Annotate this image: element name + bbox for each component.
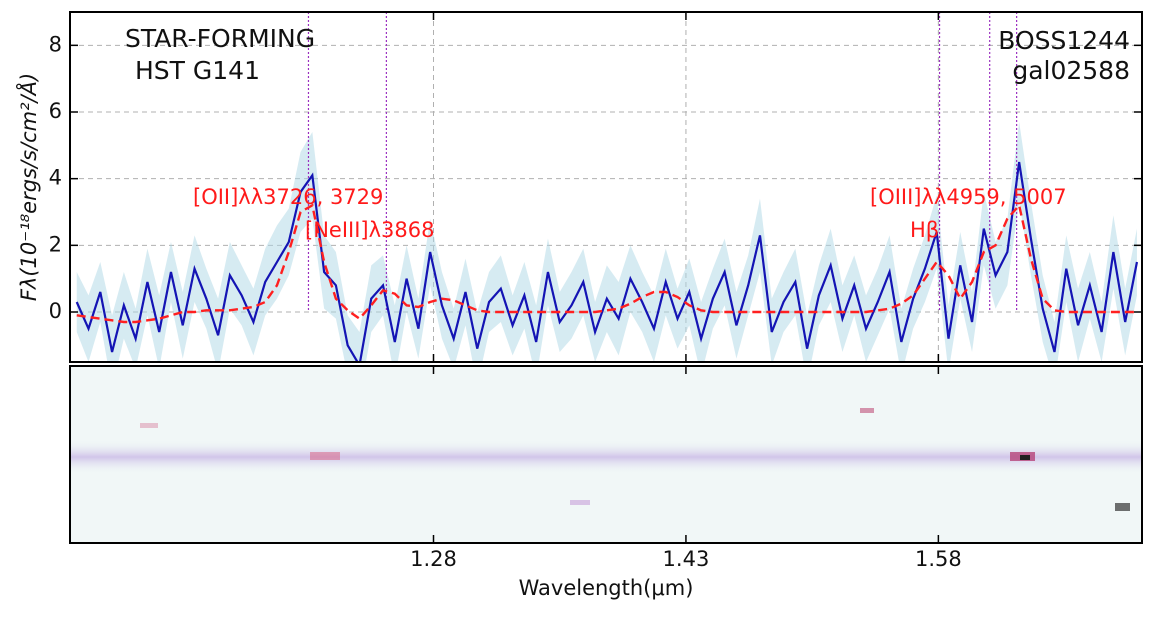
y-tick-label: 0 xyxy=(49,299,62,323)
line-label: [NeIII]λ3868 xyxy=(305,218,434,242)
line-label: [OIII]λλ4959, 5007 xyxy=(870,185,1067,209)
y-tick-label: 8 xyxy=(49,32,62,56)
plot-area xyxy=(75,12,1139,362)
spectrum-2d xyxy=(69,365,1143,544)
x-tick-label: 1.58 xyxy=(915,547,962,571)
flux-line xyxy=(75,161,1139,362)
y-tick-label: 6 xyxy=(49,99,62,123)
error-band xyxy=(76,122,1137,362)
y-tick-label: 2 xyxy=(49,232,62,256)
annotation: STAR-FORMING xyxy=(125,24,315,53)
x-axis-label: Wavelength(μm) xyxy=(519,576,694,600)
line-label: Hβ xyxy=(910,218,939,242)
x-tick-label: 1.43 xyxy=(663,547,710,571)
y-tick-label: 4 xyxy=(49,166,62,190)
x-tick-label: 1.28 xyxy=(410,547,457,571)
annotation: BOSS1244 xyxy=(998,26,1130,55)
line-label: [OII]λλ3726, 3729 xyxy=(193,185,383,209)
y-axis-label: Fλ(10⁻¹⁸ergs/s/cm²/Å) xyxy=(15,73,41,301)
annotation: HST G141 xyxy=(135,56,260,85)
plot-frame xyxy=(69,11,1143,363)
annotation: gal02588 xyxy=(1012,56,1130,85)
